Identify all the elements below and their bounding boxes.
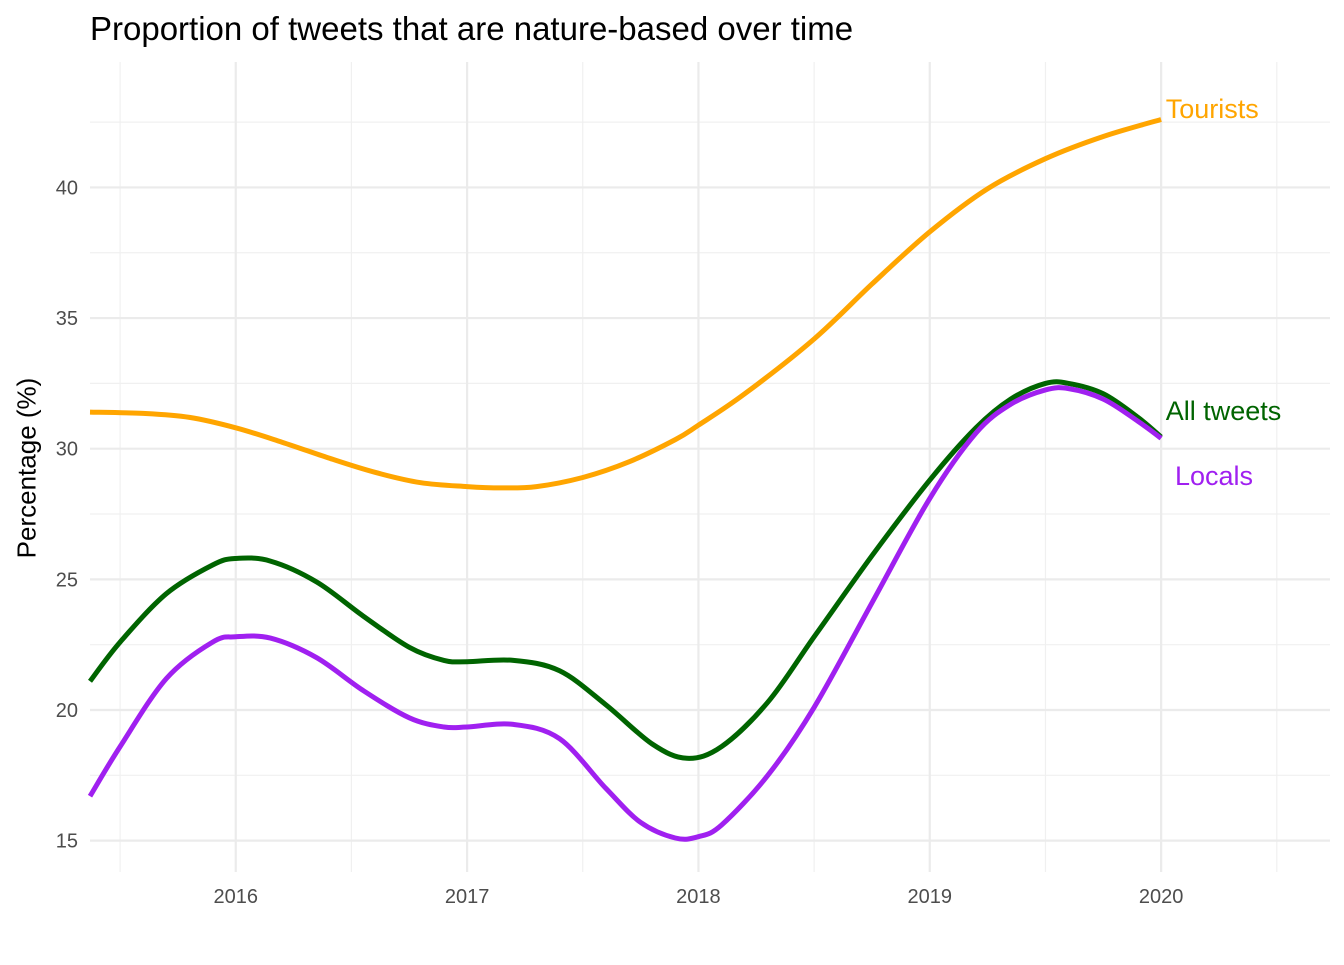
series-line-locals bbox=[87, 385, 1163, 842]
y-tick-label: 25 bbox=[56, 569, 78, 591]
series-label-locals: Locals bbox=[1175, 461, 1253, 491]
series-line-all-tweets bbox=[88, 379, 1163, 761]
x-tick-label: 2017 bbox=[445, 886, 490, 908]
x-tick-label: 2020 bbox=[1139, 886, 1184, 908]
x-tick-label: 2018 bbox=[676, 886, 721, 908]
y-tick-label: 40 bbox=[56, 177, 78, 199]
chart-title: Proportion of tweets that are nature-bas… bbox=[90, 10, 854, 47]
x-tick-label: 2016 bbox=[213, 886, 258, 908]
series-label-all-tweets: All tweets bbox=[1166, 396, 1282, 426]
y-tick-label: 30 bbox=[56, 439, 78, 461]
y-axis-label: Percentage (%) bbox=[11, 377, 42, 559]
series-line-tourists bbox=[89, 117, 1162, 491]
y-tick-label: 20 bbox=[56, 700, 78, 722]
series-label-tourists: Tourists bbox=[1166, 94, 1259, 124]
x-tick-label: 2019 bbox=[908, 886, 953, 908]
y-tick-label: 35 bbox=[56, 308, 78, 330]
y-tick-label: 15 bbox=[56, 831, 78, 853]
